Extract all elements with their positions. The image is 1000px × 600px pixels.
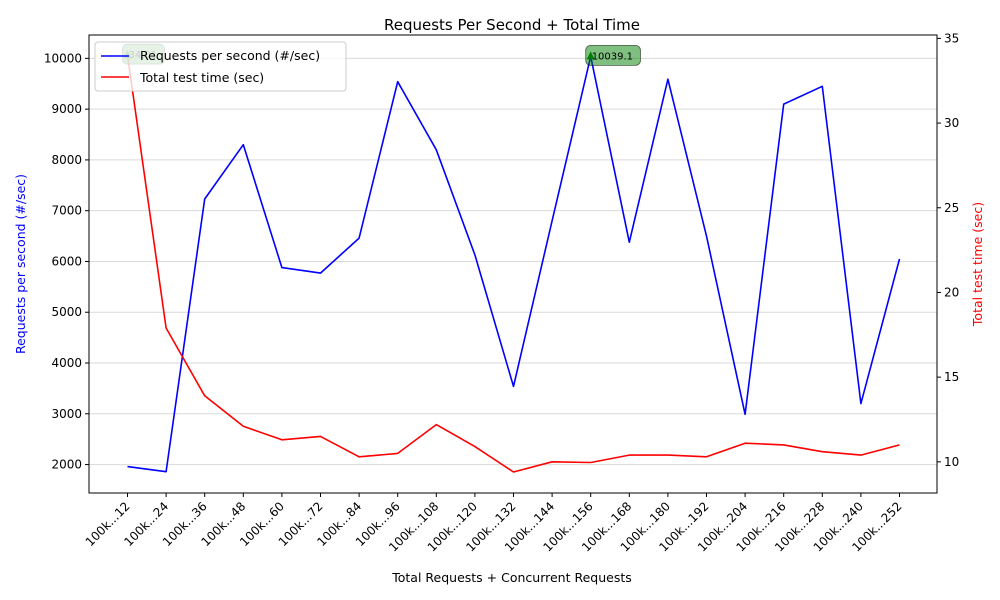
y-left-tick-label: 6000 (51, 254, 82, 268)
y-left-tick-label: 4000 (51, 356, 82, 370)
series-line-1 (126, 55, 900, 473)
chart-title: Requests Per Second + Total Time (384, 16, 640, 34)
legend-label-rps: Requests per second (#/sec) (140, 48, 320, 63)
y-left-tick-label: 5000 (51, 305, 82, 319)
y-left-tick-label: 8000 (51, 153, 82, 167)
y-left-axis-label: Requests per second (#/sec) (13, 174, 28, 354)
y-right-axis-label: Total test time (sec) (970, 202, 985, 327)
series-lines (126, 55, 901, 473)
y-left-tick-label: 10000 (44, 51, 82, 65)
y-left-tick-label: 2000 (51, 458, 82, 472)
annotation: 10039.1 (585, 44, 641, 66)
y-right-tick-label: 15 (944, 370, 959, 384)
y-left-tick-label: 3000 (51, 407, 82, 421)
plot-frame (88, 34, 938, 494)
y-right-tick-label: 35 (944, 31, 959, 45)
series-line-0 (127, 55, 901, 473)
y-right-tick-label: 10 (944, 455, 959, 469)
y-right-tick-label: 20 (944, 285, 959, 299)
y-left-tick-label: 9000 (51, 102, 82, 116)
annotation-marker (586, 51, 595, 60)
legend: Requests per second (#/sec) Total test t… (94, 41, 347, 92)
x-axis-label: Total Requests + Concurrent Requests (391, 570, 632, 585)
x-axis-ticks: 100k...12100k...24100k...36100k...48100k… (83, 493, 905, 555)
annotation-label: 10039.1 (592, 51, 633, 62)
y-left-axis-ticks: 2000 3000 4000 5000 6000 7000 8000 9000 10000 (44, 51, 89, 472)
y-right-tick-label: 25 (944, 201, 959, 215)
legend-label-time: Total test time (sec) (139, 70, 264, 85)
y-right-tick-label: 30 (944, 116, 959, 130)
annotation-box (585, 44, 641, 66)
grid (89, 57, 937, 466)
y-right-axis-ticks: 10 15 20 25 30 35 (937, 31, 959, 469)
y-left-tick-label: 7000 (51, 204, 82, 218)
legend-box (94, 41, 347, 92)
